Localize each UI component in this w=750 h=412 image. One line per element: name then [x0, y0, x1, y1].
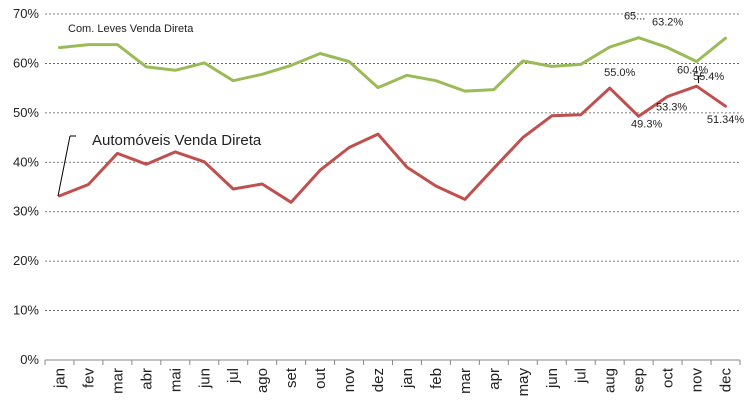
x-tick-label: nov	[341, 368, 358, 393]
label-leader-line	[698, 75, 703, 84]
y-tick-label: 40%	[13, 154, 39, 169]
y-tick-label: 20%	[13, 253, 39, 268]
x-tick-label: jan	[399, 368, 416, 389]
series-name-automoveis: Automóveis Venda Direta	[92, 132, 262, 149]
data-label: 55.0%	[604, 67, 635, 79]
data-label: 51.34%	[707, 114, 745, 126]
x-tick-label: jul	[225, 368, 242, 384]
x-tick-label: jun	[544, 368, 561, 389]
x-tick-label: oct	[660, 367, 677, 388]
x-tick-label: aug	[602, 368, 619, 393]
x-tick-label: jun	[196, 368, 213, 389]
data-label: 60.4%	[677, 64, 708, 76]
x-tick-label: out	[312, 367, 329, 389]
series-name-leader-line	[57, 135, 71, 197]
data-label: 49.3%	[631, 118, 662, 130]
y-tick-label: 30%	[13, 204, 39, 219]
x-tick-label: mai	[167, 368, 184, 392]
x-tick-label: apr	[486, 368, 503, 390]
series-line-1	[58, 84, 727, 204]
data-label: 55.4%	[693, 71, 724, 83]
x-tick-label: mar	[457, 368, 474, 394]
x-tick-label: abr	[138, 368, 155, 390]
x-tick-label: jul	[573, 368, 590, 384]
y-tick-label: 50%	[13, 105, 39, 120]
x-tick-label: dec	[718, 368, 735, 393]
series-name-com-leves: Com. Leves Venda Direta	[68, 23, 194, 35]
x-tick-label: sep	[631, 368, 648, 392]
x-tick-label: dez	[370, 368, 387, 392]
x-tick-label: feb	[428, 368, 445, 389]
data-label: 63.2%	[652, 17, 683, 29]
x-tick-label: nov	[689, 368, 706, 393]
x-tick-label: set	[283, 367, 300, 388]
y-tick-label: 0%	[20, 352, 39, 367]
x-axis: jan fev mar abr mai jun jul ago set out nov dez jan f…	[44, 359, 741, 397]
x-tick-label: ago	[254, 368, 271, 393]
data-label: 53.3%	[656, 102, 687, 114]
y-tick-label: 70%	[13, 6, 39, 21]
series-line-0	[58, 36, 727, 93]
y-tick-label: 60%	[13, 55, 39, 70]
y-tick-label: 10%	[13, 303, 39, 318]
x-tick-label: jan	[51, 368, 68, 389]
x-tick-label: may	[515, 368, 532, 397]
x-tick-label: fev	[80, 368, 97, 389]
data-label: 65...	[624, 11, 645, 23]
series-lines	[58, 36, 727, 204]
x-tick-label: mar	[109, 368, 126, 394]
data-labels: 65... 63.2% 60.4% 55.0% 49.3% 53.3% 55.4% 51.34…	[604, 11, 744, 131]
series-name-labels: Com. Leves Venda Direta Automóveis Venda…	[57, 23, 262, 197]
y-axis: 0% 10% 20% 30% 40% 50% 60% 70%	[13, 6, 39, 367]
